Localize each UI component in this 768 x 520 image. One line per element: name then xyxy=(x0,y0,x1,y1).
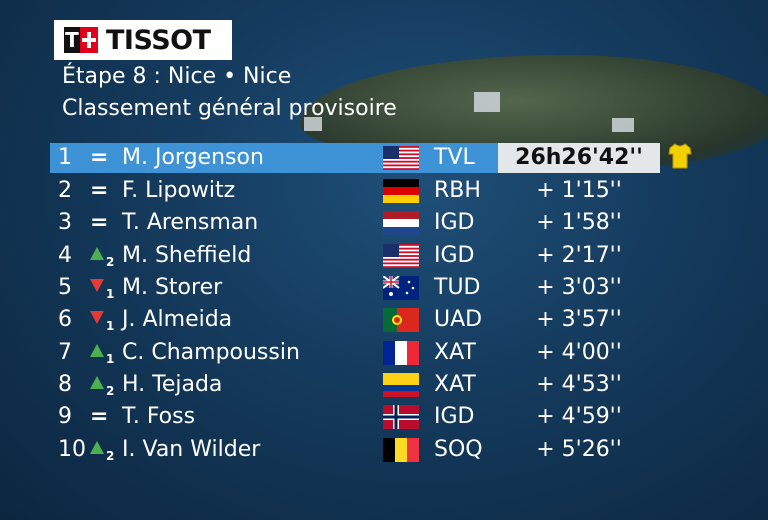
position-change: 1 xyxy=(88,338,118,368)
standings-row: 9 = T. Foss IGD + 4'59'' xyxy=(50,402,660,432)
rank: 4 xyxy=(58,243,72,268)
position-change-amount: 2 xyxy=(106,449,115,463)
flag-bel-icon xyxy=(383,438,419,462)
position-change: 1 xyxy=(88,273,118,303)
rider-name: M. Jorgenson xyxy=(122,145,264,170)
standings-row: 4 2 M. Sheffield IGD + 2'17'' xyxy=(50,241,660,271)
rank: 5 xyxy=(58,275,72,300)
standings-row-leader: 1 = M. Jorgenson TVL 26h26'42'' xyxy=(50,143,660,173)
standings-row: 8 2 H. Tejada XAT + 4'53'' xyxy=(50,370,660,400)
rank: 3 xyxy=(58,210,72,235)
standings-row: 5 1 M. Storer TUD + 3'03'' xyxy=(50,273,660,303)
position-change-amount: 1 xyxy=(106,352,115,366)
position-change-amount: 1 xyxy=(106,319,115,333)
rank: 10 xyxy=(58,437,86,462)
swiss-cross-icon xyxy=(80,27,98,53)
team-code: TUD xyxy=(434,275,481,300)
rank: 8 xyxy=(58,372,72,397)
unchanged-indicator: = xyxy=(90,178,109,203)
position-change-amount: 2 xyxy=(106,255,115,269)
flag-col-icon xyxy=(383,373,419,397)
position-change: 2 xyxy=(88,435,118,465)
time-gap: + 3'03'' xyxy=(536,275,622,300)
standings-row: 7 1 C. Champoussin XAT + 4'00'' xyxy=(50,338,660,368)
flag-usa-icon xyxy=(383,146,419,170)
rank: 6 xyxy=(58,307,72,332)
flag-fra-icon xyxy=(383,341,419,365)
arrow-down-icon xyxy=(90,311,104,324)
position-change: = xyxy=(88,176,118,206)
time-gap: + 4'59'' xyxy=(536,404,622,429)
rider-name: T. Arensman xyxy=(122,210,259,235)
background-building xyxy=(474,92,500,112)
rider-name: H. Tejada xyxy=(122,372,223,397)
time-gap: + 4'53'' xyxy=(536,372,622,397)
position-change: 1 xyxy=(88,305,118,335)
team-code: UAD xyxy=(434,307,483,332)
position-change: = xyxy=(88,208,118,238)
rider-name: M. Storer xyxy=(122,275,223,300)
tissot-logo: T TISSOT xyxy=(54,20,232,60)
standings-row: 10 2 I. Van Wilder SOQ + 5'26'' xyxy=(50,435,660,465)
arrow-down-icon xyxy=(90,279,104,292)
position-change: = xyxy=(88,402,118,432)
standings-row: 3 = T. Arensman IGD + 1'58'' xyxy=(50,208,660,238)
arrow-up-icon xyxy=(90,344,104,357)
position-change: = xyxy=(88,143,118,173)
rider-name: J. Almeida xyxy=(122,307,233,332)
classification-title: Classement général provisoire xyxy=(62,96,397,121)
time-gap: + 1'15'' xyxy=(536,178,622,203)
flag-por-icon xyxy=(383,308,419,332)
unchanged-indicator: = xyxy=(90,404,109,429)
time-gap: + 1'58'' xyxy=(536,210,622,235)
time-gap: + 2'17'' xyxy=(536,243,622,268)
flag-aus-icon xyxy=(383,276,419,300)
leader-time: 26h26'42'' xyxy=(498,143,660,173)
team-code: IGD xyxy=(434,243,475,268)
team-code: SOQ xyxy=(434,437,483,462)
flag-nor-icon xyxy=(383,405,419,429)
rank: 1 xyxy=(58,145,72,170)
position-change: 2 xyxy=(88,241,118,271)
team-code: RBH xyxy=(434,178,481,203)
arrow-up-icon xyxy=(90,441,104,454)
background-building xyxy=(612,118,634,132)
standings-row: 2 = F. Lipowitz RBH + 1'15'' xyxy=(50,176,660,206)
rider-name: M. Sheffield xyxy=(122,243,252,268)
background-building xyxy=(304,117,322,131)
team-code: IGD xyxy=(434,404,475,429)
arrow-up-icon xyxy=(90,376,104,389)
team-code: XAT xyxy=(434,340,476,365)
tissot-logo-mark: T xyxy=(64,27,100,53)
flag-usa-icon xyxy=(383,244,419,268)
flag-ned-icon xyxy=(383,211,419,235)
unchanged-indicator: = xyxy=(90,210,109,235)
rider-name: F. Lipowitz xyxy=(122,178,236,203)
yellow-jersey-icon xyxy=(668,143,692,169)
time-gap: + 4'00'' xyxy=(536,340,622,365)
rank: 9 xyxy=(58,404,72,429)
position-change-amount: 1 xyxy=(106,287,115,301)
rank: 2 xyxy=(58,178,72,203)
arrow-up-icon xyxy=(90,247,104,260)
time-gap: + 5'26'' xyxy=(536,437,622,462)
flag-ger-icon xyxy=(383,179,419,203)
rider-name: C. Champoussin xyxy=(122,340,300,365)
standings-row: 6 1 J. Almeida UAD + 3'57'' xyxy=(50,305,660,335)
tissot-wordmark: TISSOT xyxy=(106,24,211,56)
stage-title: Étape 8 : Nice • Nice xyxy=(62,64,292,89)
team-code: TVL xyxy=(434,145,475,170)
time-gap: + 3'57'' xyxy=(536,307,622,332)
position-change: 2 xyxy=(88,370,118,400)
rank: 7 xyxy=(58,340,72,365)
unchanged-indicator: = xyxy=(90,145,109,170)
position-change-amount: 2 xyxy=(106,384,115,398)
team-code: IGD xyxy=(434,210,475,235)
tissot-t-mark: T xyxy=(64,27,80,53)
rider-name: I. Van Wilder xyxy=(122,437,261,462)
rider-name: T. Foss xyxy=(122,404,196,429)
team-code: XAT xyxy=(434,372,476,397)
